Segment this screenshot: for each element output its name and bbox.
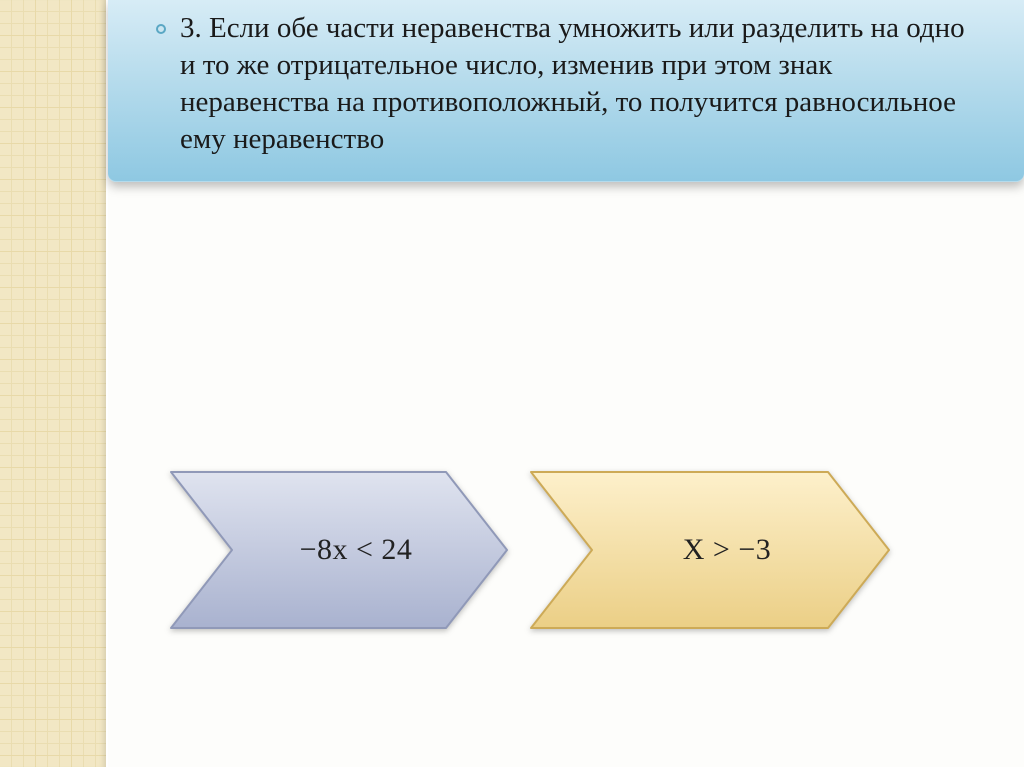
chevron-label: X > −3 xyxy=(649,533,772,567)
chevron-label: −8x < 24 xyxy=(266,533,413,567)
left-pattern-strip xyxy=(0,0,108,767)
chevron-step-2: X > −3 xyxy=(530,471,890,629)
rule-body: Если обе части неравенства умножить или … xyxy=(180,12,965,155)
bullet-row: 3. Если обе части неравенства умножить и… xyxy=(156,10,984,158)
chevron-row: −8x < 24 X > −3 xyxy=(170,450,950,650)
chevron-step-1: −8x < 24 xyxy=(170,471,508,629)
rule-text: 3. Если обе части неравенства умножить и… xyxy=(180,10,984,158)
rule-card: 3. Если обе части неравенства умножить и… xyxy=(108,0,1024,182)
bullet-number: 3. xyxy=(180,12,202,44)
bullet-icon xyxy=(156,24,166,34)
